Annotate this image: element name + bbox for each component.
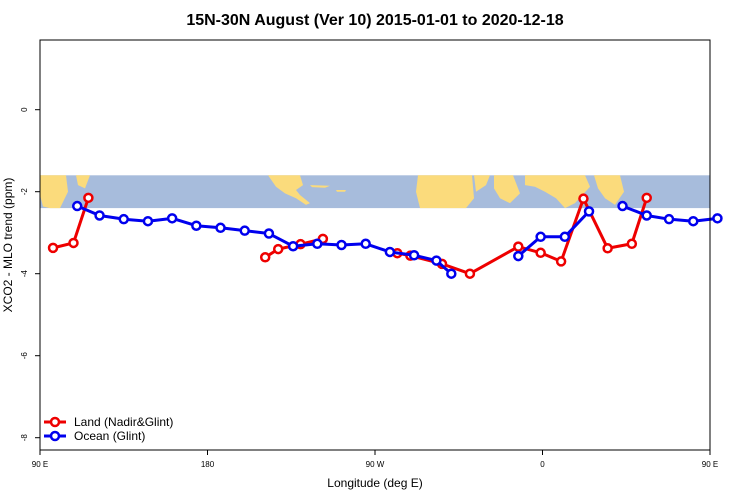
x-tick-label-2: 90 W <box>366 460 385 469</box>
series-0-point-2-6 <box>555 256 567 267</box>
map-land-5 <box>416 175 474 209</box>
y-tick-label-0: 0 <box>20 107 29 112</box>
series-1-point-1-3 <box>583 206 595 217</box>
map-land-3 <box>310 185 330 188</box>
series-0-point-1-0 <box>259 252 271 263</box>
y-tick-label-2: -4 <box>20 270 29 278</box>
series-0-point-0-2 <box>83 192 94 204</box>
series-1-point-0-11 <box>336 239 347 251</box>
series-0-point-0-1 <box>68 237 79 249</box>
series-1-point-2-0 <box>617 200 628 212</box>
series-1-point-0-13 <box>384 246 396 258</box>
x-tick-label-4: 90 E <box>702 460 718 469</box>
series-0-point-0-0 <box>47 242 59 254</box>
series-1-point-0-10 <box>312 238 323 250</box>
map-land-9 <box>594 175 624 205</box>
map-land-7 <box>494 175 520 204</box>
x-tick-label-1: 180 <box>201 460 215 469</box>
series-0-point-2-3 <box>464 268 476 279</box>
series-1-line-1 <box>517 210 591 258</box>
series-1-point-0-3 <box>142 215 154 227</box>
y-axis: 0 -2 -4 -6 -8 <box>20 107 40 441</box>
x-axis-title: Longitude (deg E) <box>327 476 422 490</box>
series-1-point-0-12 <box>360 238 371 250</box>
legend-label-ocean: Ocean (Glint) <box>74 429 145 443</box>
map-land-1 <box>76 175 90 189</box>
legend-marker-land <box>49 416 61 428</box>
x-axis: 90 E 180 90 W 0 90 E <box>32 450 718 469</box>
x-tick-label-3: 0 <box>540 460 545 469</box>
y-tick-label-4: -8 <box>20 434 29 442</box>
series-1-point-0-4 <box>166 213 178 224</box>
legend-label-land: Land (Nadir&Glint) <box>74 415 173 429</box>
chart-title: 15N-30N August (Ver 10) 2015-01-01 to 20… <box>186 12 563 29</box>
series-1-point-0-9 <box>287 240 299 252</box>
series-layer <box>47 192 723 279</box>
series-1-point-0-7 <box>239 225 250 236</box>
series-1-point-0-0 <box>71 200 83 212</box>
series-1-point-0-14 <box>408 250 420 261</box>
x-tick-label-0: 90 E <box>32 460 48 469</box>
series-1-point-0-2 <box>118 213 129 225</box>
legend-marker-ocean <box>49 430 61 442</box>
series-0-point-2-4 <box>513 241 524 252</box>
series-1 <box>71 200 723 279</box>
series-0-point-2-5 <box>535 247 546 259</box>
map-land-8 <box>525 175 590 209</box>
series-1-point-0-16 <box>446 268 457 279</box>
series-0-point-2-7 <box>578 193 589 204</box>
map-land-4 <box>336 190 346 192</box>
legend: Land (Nadir&Glint) Ocean (Glint) <box>44 415 173 443</box>
series-1-point-2-1 <box>641 210 652 221</box>
series-1-line-0 <box>76 204 453 275</box>
series-1-point-1-2 <box>559 231 571 243</box>
map-land-2 <box>268 175 310 205</box>
series-0-point-1-1 <box>272 243 284 255</box>
map-land-0 <box>40 175 68 209</box>
series-1-point-2-4 <box>712 213 723 224</box>
series-1-point-1-0 <box>513 250 524 262</box>
series-1-point-0-8 <box>263 228 275 239</box>
map-land-6 <box>474 175 490 192</box>
series-1-point-2-2 <box>663 213 675 225</box>
y-tick-label-3: -6 <box>20 352 29 360</box>
series-1-point-0-5 <box>191 220 202 231</box>
world-map-strip <box>40 175 710 209</box>
y-axis-title: XCO2 - MLO trend (ppm) <box>1 178 15 313</box>
series-1-point-0-15 <box>431 255 442 266</box>
series-1-point-0-1 <box>94 210 105 221</box>
series-0-point-2-8 <box>602 243 613 254</box>
series-1-point-2-3 <box>688 215 699 227</box>
y-tick-label-1: -2 <box>20 188 29 196</box>
series-1-point-1-1 <box>535 231 546 243</box>
series-1-point-0-6 <box>215 222 226 234</box>
series-0-point-2-10 <box>641 192 652 204</box>
series-0-point-2-9 <box>626 238 638 250</box>
